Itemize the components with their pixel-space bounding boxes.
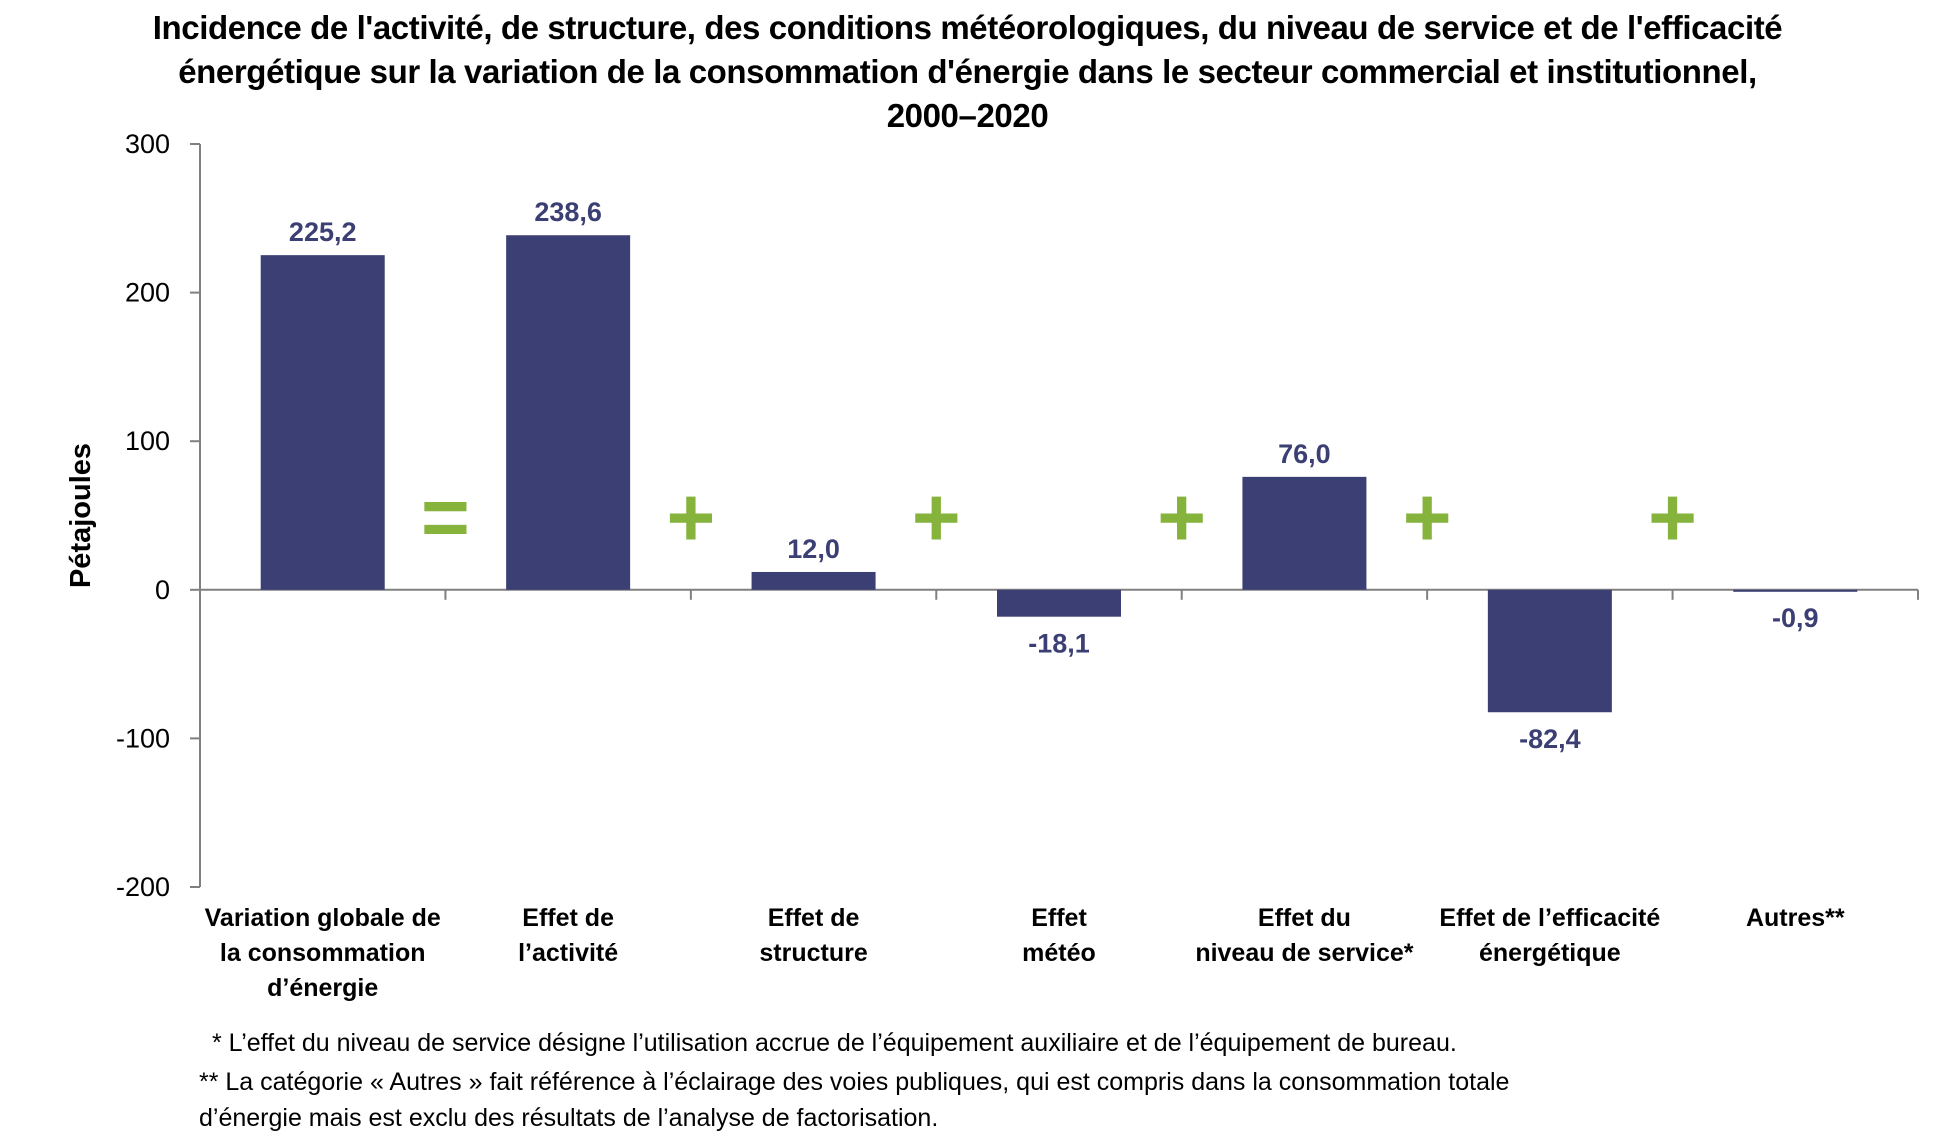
y-tick-label: 0 (155, 575, 170, 605)
data-label: -0,9 (1772, 603, 1819, 633)
y-tick-label: -200 (116, 872, 170, 902)
y-tick-label: 100 (125, 426, 170, 456)
plus-sign: + (1403, 470, 1452, 564)
footnote-service-level: * L’effet du niveau de service désigne l… (212, 1029, 1457, 1057)
category-label: Variation globale de la consommation d’éne… (205, 904, 441, 1002)
data-label: 225,2 (289, 217, 357, 247)
data-label: 238,6 (534, 197, 602, 227)
chart-title: Incidence de l'activité, de structure, d… (152, 9, 1783, 134)
data-label: -82,4 (1519, 724, 1581, 754)
category-label: Effet de l’activité (518, 904, 618, 967)
data-label: -18,1 (1028, 629, 1090, 659)
footnote-others: ** La catégorie « Autres » fait référenc… (199, 1068, 1510, 1132)
chart-bars (260, 235, 1858, 713)
chart-labels: 225,2 Variation globale de la consommation… (205, 197, 1845, 1002)
category-label: Effet météo (1022, 904, 1096, 967)
bar-chart: 300 200 100 0 -100 -200 Pétajoules 225,2 Variat… (65, 129, 1919, 1002)
category-label: Autres** (1746, 904, 1845, 932)
plus-sign: + (912, 470, 961, 564)
bar (1733, 589, 1858, 592)
y-tick-label: -100 (116, 723, 170, 753)
data-label: 76,0 (1278, 439, 1331, 469)
chart-operators: = + + + + + (421, 470, 1697, 564)
y-tick-label: 200 (125, 278, 170, 308)
chart-axes: 300 200 100 0 -100 -200 Pétajoules (65, 129, 1919, 902)
y-tick-label: 300 (125, 129, 170, 159)
bar (260, 255, 385, 590)
bar (506, 235, 631, 590)
plus-sign: + (1157, 470, 1206, 564)
bar (1242, 476, 1367, 590)
bar (751, 571, 876, 590)
category-label: Effet de structure (759, 904, 867, 967)
equals-sign: = (421, 470, 470, 564)
category-label: Effet du niveau de service* (1195, 904, 1413, 967)
plus-sign: + (666, 470, 715, 564)
bar (997, 589, 1121, 617)
category-label: Effet de l’efficacité énergétique (1439, 904, 1660, 967)
y-axis-title: Pétajoules (65, 443, 97, 588)
bar (1487, 589, 1612, 713)
plus-sign: + (1648, 470, 1697, 564)
data-label: 12,0 (787, 534, 840, 564)
